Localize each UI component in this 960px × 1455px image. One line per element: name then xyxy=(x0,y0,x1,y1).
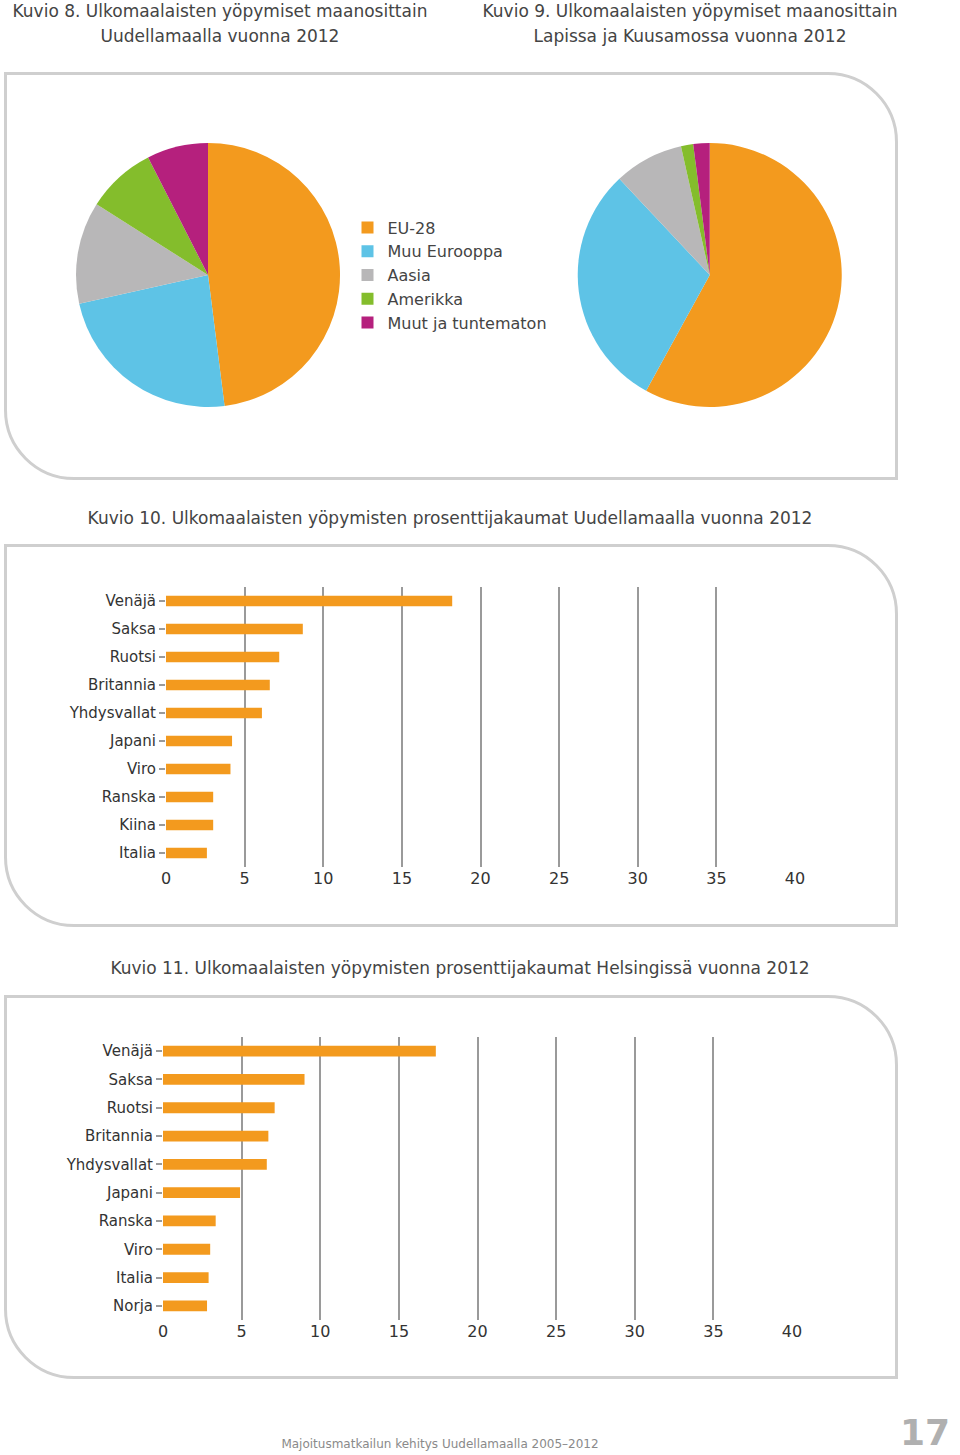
svg-text:Britannia: Britannia xyxy=(88,676,156,694)
svg-text:5: 5 xyxy=(237,1322,247,1341)
svg-text:Muut ja tuntematon: Muut ja tuntematon xyxy=(388,314,547,333)
svg-text:Yhdysvallat: Yhdysvallat xyxy=(69,704,156,722)
svg-text:Saksa: Saksa xyxy=(112,620,156,638)
svg-text:30: 30 xyxy=(625,1322,645,1341)
svg-text:40: 40 xyxy=(782,1322,802,1341)
html-text:Majoitusmatkailun kehitys Uude: Majoitusmatkailun kehitys Uudellamaalla … xyxy=(281,1437,599,1451)
svg-text:Japani: Japani xyxy=(106,1184,153,1202)
svg-text:Viro: Viro xyxy=(124,1241,153,1259)
html-text:Kuvio 9. Ulkomaalaisten yöpymi: Kuvio 9. Ulkomaalaisten yöpymiset maanos… xyxy=(482,1,898,46)
svg-text:10: 10 xyxy=(310,1322,330,1341)
svg-text:Venäjä: Venäjä xyxy=(103,1042,153,1060)
html-text:Kuvio 10. Ulkomaalaisten yöpym: Kuvio 10. Ulkomaalaisten yöpymisten pros… xyxy=(87,508,813,528)
svg-text:Yhdysvallat: Yhdysvallat xyxy=(66,1156,153,1174)
svg-text:EU-28: EU-28 xyxy=(388,219,436,238)
svg-text:Ranska: Ranska xyxy=(102,788,156,806)
svg-text:Saksa: Saksa xyxy=(109,1071,153,1089)
svg-text:25: 25 xyxy=(546,1322,566,1341)
svg-text:Amerikka: Amerikka xyxy=(388,290,463,309)
svg-text:40: 40 xyxy=(785,869,805,888)
svg-text:Kiina: Kiina xyxy=(119,816,156,834)
svg-text:25: 25 xyxy=(549,869,569,888)
svg-text:Italia: Italia xyxy=(116,1269,153,1287)
svg-text:Britannia: Britannia xyxy=(85,1127,153,1145)
svg-text:Viro: Viro xyxy=(127,760,156,778)
svg-text:10: 10 xyxy=(313,869,333,888)
html-text:Kuvio 8. Ulkomaalaisten yöpymi: Kuvio 8. Ulkomaalaisten yöpymiset maanos… xyxy=(12,1,428,46)
html-text:Kuvio 11. Ulkomaalaisten yöpym: Kuvio 11. Ulkomaalaisten yöpymisten pros… xyxy=(110,958,810,978)
svg-text:Ruotsi: Ruotsi xyxy=(107,1099,153,1117)
svg-text:Muu Eurooppa: Muu Eurooppa xyxy=(388,242,503,261)
svg-text:0: 0 xyxy=(158,1322,168,1341)
svg-text:35: 35 xyxy=(703,1322,723,1341)
svg-text:Japani: Japani xyxy=(109,732,156,750)
svg-text:5: 5 xyxy=(240,869,250,888)
svg-text:Ruotsi: Ruotsi xyxy=(110,648,156,666)
svg-text:Venäjä: Venäjä xyxy=(106,592,156,610)
svg-text:Ranska: Ranska xyxy=(99,1212,153,1230)
svg-text:20: 20 xyxy=(467,1322,487,1341)
svg-text:20: 20 xyxy=(470,869,490,888)
svg-text:Norja: Norja xyxy=(113,1297,153,1315)
svg-text:30: 30 xyxy=(628,869,648,888)
svg-text:0: 0 xyxy=(161,869,171,888)
svg-text:35: 35 xyxy=(706,869,726,888)
svg-text:15: 15 xyxy=(389,1322,409,1341)
html-text:17: 17 xyxy=(900,1412,951,1453)
svg-text:Italia: Italia xyxy=(119,844,156,862)
svg-text:Aasia: Aasia xyxy=(388,266,431,285)
svg-text:15: 15 xyxy=(392,869,412,888)
